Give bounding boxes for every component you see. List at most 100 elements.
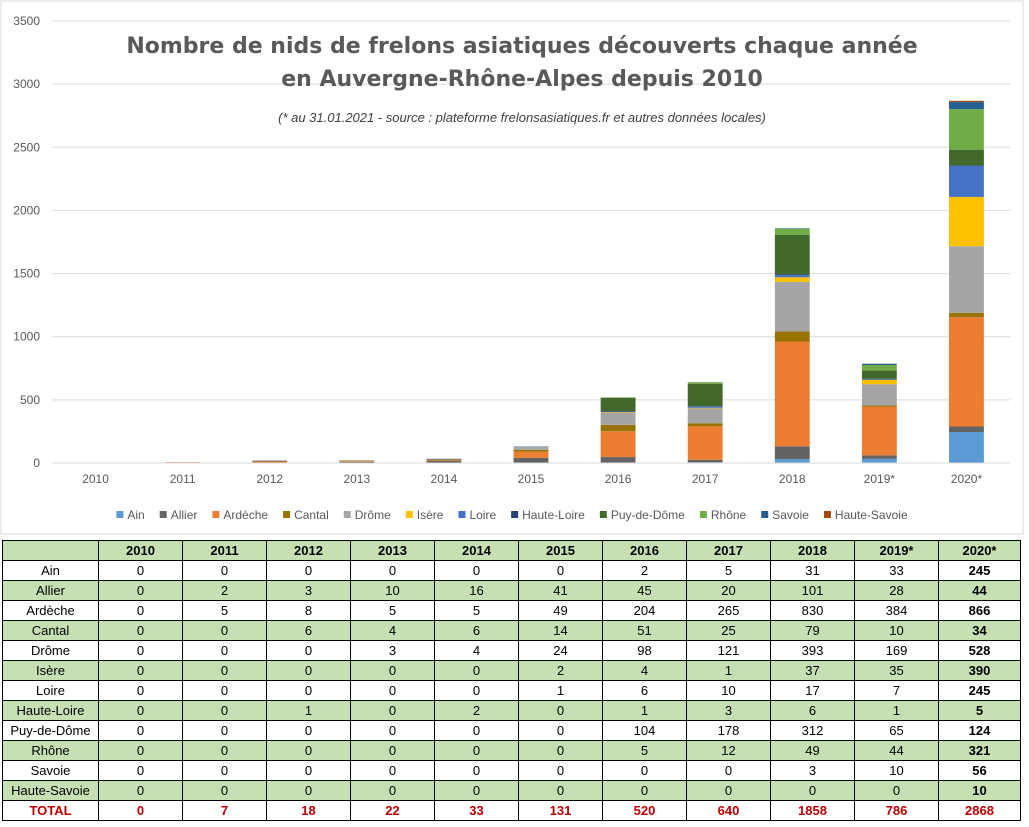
- row-label: Rhône: [2, 740, 99, 761]
- table-cell: 4: [350, 620, 435, 641]
- legend: Ain Allier Ardèche Cantal Drôme Isère Loire Hau…: [116, 508, 908, 522]
- total-cell: 2868: [938, 800, 1021, 821]
- table-cell: 5: [686, 560, 771, 581]
- table-cell: 0: [434, 720, 519, 741]
- table-column-header: 2011: [182, 540, 267, 561]
- bar-segment: [774, 446, 810, 460]
- legend-item: Puy-de-Dôme: [599, 508, 685, 522]
- total-cell: 7: [182, 800, 267, 821]
- legend-item: Savoie: [761, 508, 809, 522]
- x-tick-label: 2015: [518, 472, 545, 486]
- total-cell: 640: [686, 800, 771, 821]
- table-cell: 10: [938, 780, 1021, 801]
- bar-segment: [687, 423, 723, 427]
- table-corner-cell: [2, 540, 99, 561]
- table-cell: 0: [350, 560, 435, 581]
- legend-label: Allier: [171, 508, 198, 522]
- legend-swatch: [823, 511, 831, 518]
- x-tick-label: 2016: [605, 472, 632, 486]
- bar-segment: [949, 100, 984, 103]
- table-column-header: 2018: [770, 540, 855, 561]
- table-cell: 0: [686, 780, 771, 801]
- bar-segment: [774, 281, 810, 332]
- table-column-header: 2015: [518, 540, 603, 561]
- table-total-row: TOTAL 0 7 18 22 33 131 520 640 1858 786 2868: [2, 800, 1021, 821]
- table-cell: 0: [266, 560, 351, 581]
- bar-segment: [949, 165, 984, 197]
- table-cell: 0: [350, 780, 435, 801]
- table-cell: 0: [98, 560, 183, 581]
- bar-segment: [949, 165, 984, 166]
- table-cell: 1: [686, 660, 771, 681]
- legend-item: Loire: [458, 508, 496, 522]
- table-cell: 0: [518, 700, 603, 721]
- row-label: Haute-Savoie: [2, 780, 99, 801]
- table-cell: 2: [518, 660, 603, 681]
- table-cell: 1: [854, 700, 939, 721]
- table-column-header: 2010: [98, 540, 183, 561]
- row-label: Ardèche: [2, 600, 99, 621]
- table-cell: 51: [602, 620, 687, 641]
- table-cell: 0: [98, 700, 183, 721]
- table-cell: 0: [98, 680, 183, 701]
- row-label: Savoie: [2, 760, 99, 781]
- y-tick-label: 2000: [13, 203, 40, 217]
- bar-segment: [426, 459, 462, 461]
- bar-segment: [949, 246, 984, 313]
- table-cell: 0: [434, 740, 519, 761]
- table-cell: 245: [938, 560, 1021, 581]
- row-label: Ain: [2, 560, 99, 581]
- table-cell: 5: [938, 700, 1021, 721]
- legend-swatch: [699, 511, 707, 518]
- bar-segment: [949, 312, 984, 318]
- table-cell: 1: [266, 700, 351, 721]
- table-cell: 7: [854, 680, 939, 701]
- legend-item: Haute-Loire: [511, 508, 585, 522]
- table-column-header: 2016: [602, 540, 687, 561]
- bar-segment: [949, 317, 984, 427]
- bar-segment: [949, 196, 984, 247]
- table-cell: 0: [182, 700, 267, 721]
- table-cell: 3: [350, 640, 435, 661]
- bar-segment: [774, 228, 810, 235]
- table-cell: 6: [602, 680, 687, 701]
- table-cell: 44: [938, 580, 1021, 601]
- bar-segment: [600, 397, 636, 398]
- chart-border: [0, 0, 1024, 535]
- table-cell: 384: [854, 600, 939, 621]
- bar-segment: [861, 378, 897, 380]
- table-column-header: 2019*: [854, 540, 939, 561]
- table-cell: 0: [266, 660, 351, 681]
- x-tick-label: 2017: [692, 472, 719, 486]
- table-cell: 3: [770, 760, 855, 781]
- bar-segment: [426, 460, 462, 463]
- y-tick-label: 2500: [13, 140, 40, 154]
- table-cell: 321: [938, 740, 1021, 761]
- table-cell: 528: [938, 640, 1021, 661]
- total-cell: 0: [98, 800, 183, 821]
- x-tick-label: 2012: [256, 472, 283, 486]
- table-cell: 6: [770, 700, 855, 721]
- bar-segment: [600, 411, 636, 412]
- table-cell: 0: [182, 760, 267, 781]
- x-tick-label: 2019*: [864, 472, 896, 486]
- table-cell: 0: [518, 720, 603, 741]
- total-cell: 786: [854, 800, 939, 821]
- table-cell: 37: [770, 660, 855, 681]
- table-cell: 45: [602, 580, 687, 601]
- bar-segment: [513, 446, 549, 447]
- bar-segment: [774, 275, 810, 278]
- table-cell: 0: [434, 780, 519, 801]
- legend-item: Haute-Savoie: [823, 508, 908, 522]
- table-cell: 830: [770, 600, 855, 621]
- table-cell: 169: [854, 640, 939, 661]
- legend-swatch: [405, 511, 413, 518]
- table-cell: 5: [602, 740, 687, 761]
- bar-segment: [513, 446, 549, 450]
- table-cell: 0: [350, 660, 435, 681]
- table-cell: 101: [770, 580, 855, 601]
- row-label: Haute-Loire: [2, 700, 99, 721]
- row-label: Loire: [2, 680, 99, 701]
- table-cell: 5: [182, 600, 267, 621]
- legend-item: Isère: [405, 508, 444, 522]
